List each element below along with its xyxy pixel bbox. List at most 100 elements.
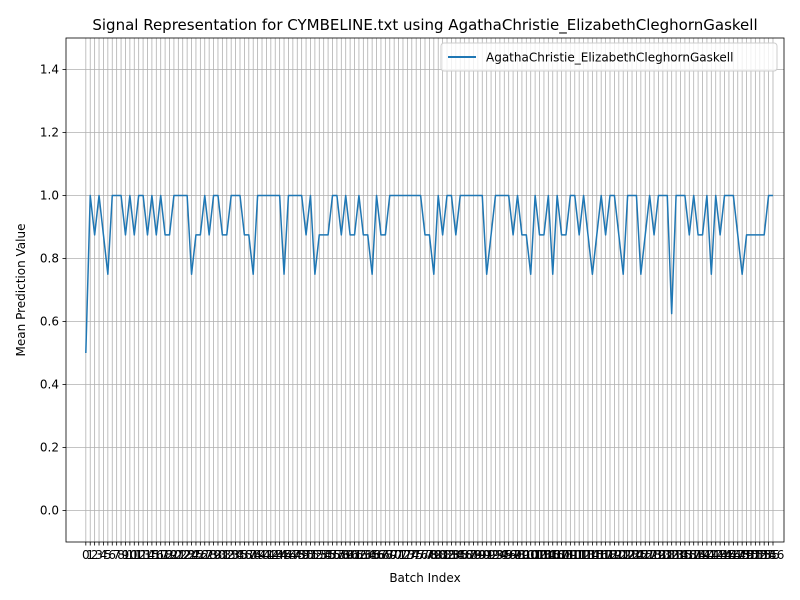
- y-axis-ticks: 0.0 0.2 0.4 0.6 0.8 1.0 1.2 1.4: [40, 63, 66, 518]
- x-tick-label: 56: [325, 548, 340, 562]
- x-tick-label: 60: [342, 548, 357, 562]
- x-tick-label: 4: [100, 548, 108, 562]
- x-tick-label: 16: [149, 548, 164, 562]
- x-tick-label: 9: [122, 548, 130, 562]
- x-tick-label: 127: [634, 548, 657, 562]
- x-tick-label: 48: [290, 548, 305, 562]
- x-tick-label: 51: [303, 548, 318, 562]
- x-tick-label: 142: [700, 548, 723, 562]
- x-tick-label: 52: [307, 548, 322, 562]
- y-tick-label: 0.0: [40, 504, 59, 518]
- x-tick-label: 15: [144, 548, 159, 562]
- x-axis-label: Batch Index: [389, 571, 460, 585]
- x-tick-label: 46: [281, 548, 296, 562]
- x-tick-label: 26: [193, 548, 208, 562]
- y-tick-label: 0.8: [40, 252, 59, 266]
- x-tick-label: 5: [104, 548, 112, 562]
- x-axis-ticks: 0123456789101112131415161718192021222324…: [82, 542, 784, 562]
- x-tick-label: 68: [378, 548, 393, 562]
- x-tick-label: 7: [113, 548, 121, 562]
- x-tick-label: 65: [365, 548, 380, 562]
- x-tick-label: 106: [541, 548, 564, 562]
- x-tick-label: 117: [590, 548, 613, 562]
- x-tick-label: 114: [577, 548, 600, 562]
- x-tick-label: 50: [298, 548, 313, 562]
- x-tick-label: 91: [479, 548, 494, 562]
- y-tick-label: 1.0: [40, 189, 59, 203]
- x-tick-label: 133: [660, 548, 683, 562]
- x-tick-label: 145: [713, 548, 736, 562]
- x-tick-label: 139: [687, 548, 710, 562]
- x-tick-label: 147: [722, 548, 745, 562]
- x-tick-label: 11: [127, 548, 142, 562]
- x-tick-label: 92: [483, 548, 498, 562]
- x-tick-label: 8: [117, 548, 125, 562]
- x-tick-label: 37: [241, 548, 256, 562]
- x-tick-label: 96: [501, 548, 516, 562]
- x-tick-label: 33: [224, 548, 239, 562]
- x-tick-label: 70: [387, 548, 402, 562]
- x-tick-label: 143: [704, 548, 727, 562]
- x-tick-label: 154: [753, 548, 776, 562]
- x-tick-label: 144: [709, 548, 732, 562]
- x-tick-label: 31: [215, 548, 230, 562]
- y-axis-label: Mean Prediction Value: [14, 224, 28, 357]
- x-tick-label: 78: [422, 548, 437, 562]
- x-tick-label: 123: [616, 548, 639, 562]
- x-tick-label: 125: [625, 548, 648, 562]
- x-tick-label: 109: [555, 548, 578, 562]
- x-tick-label: 132: [656, 548, 679, 562]
- x-gridlines: [85, 38, 774, 542]
- x-tick-label: 150: [735, 548, 758, 562]
- x-tick-label: 116: [585, 548, 608, 562]
- x-tick-label: 135: [669, 548, 692, 562]
- x-tick-label: 36: [237, 548, 252, 562]
- x-tick-label: 138: [682, 548, 705, 562]
- x-tick-label: 75: [409, 548, 424, 562]
- x-tick-label: 34: [228, 548, 243, 562]
- x-tick-label: 49: [294, 548, 309, 562]
- x-tick-label: 97: [505, 548, 520, 562]
- x-tick-label: 124: [621, 548, 644, 562]
- y-tick-label: 0.6: [40, 315, 59, 329]
- x-tick-label: 80: [431, 548, 446, 562]
- x-tick-label: 62: [351, 548, 366, 562]
- series-layer: [85, 194, 773, 354]
- x-tick-label: 88: [466, 548, 481, 562]
- x-tick-label: 151: [740, 548, 763, 562]
- x-tick-label: 45: [276, 548, 291, 562]
- x-tick-label: 53: [312, 548, 327, 562]
- x-tick-label: 28: [202, 548, 217, 562]
- x-tick-label: 148: [726, 548, 749, 562]
- x-tick-label: 94: [492, 548, 507, 562]
- x-tick-label: 113: [572, 548, 595, 562]
- x-tick-label: 20: [166, 548, 181, 562]
- x-tick-label: 152: [744, 548, 767, 562]
- x-tick-label: 47: [285, 548, 300, 562]
- legend-label: AgathaChristie_ElizabethCleghornGaskell: [486, 51, 733, 65]
- x-tick-label: 115: [581, 548, 604, 562]
- x-tick-label: 120: [603, 548, 626, 562]
- x-tick-label: 18: [157, 548, 172, 562]
- x-tick-label: 146: [717, 548, 740, 562]
- x-tick-label: 40: [254, 548, 269, 562]
- x-tick-label: 59: [338, 548, 353, 562]
- x-tick-label: 126: [629, 548, 652, 562]
- x-tick-label: 83: [444, 548, 459, 562]
- x-tick-label: 44: [272, 548, 287, 562]
- x-tick-label: 12: [131, 548, 146, 562]
- x-tick-label: 81: [435, 548, 450, 562]
- x-tick-label: 107: [546, 548, 569, 562]
- x-tick-label: 128: [638, 548, 661, 562]
- chart-title: Signal Representation for CYMBELINE.txt …: [92, 16, 757, 35]
- x-tick-label: 118: [594, 548, 617, 562]
- x-tick-label: 101: [519, 548, 542, 562]
- x-tick-label: 39: [250, 548, 265, 562]
- x-tick-label: 13: [135, 548, 150, 562]
- x-tick-label: 63: [356, 548, 371, 562]
- x-tick-label: 105: [537, 548, 560, 562]
- x-tick-label: 93: [488, 548, 503, 562]
- x-tick-label: 87: [461, 548, 476, 562]
- x-tick-label: 25: [188, 548, 203, 562]
- x-tick-label: 100: [515, 548, 538, 562]
